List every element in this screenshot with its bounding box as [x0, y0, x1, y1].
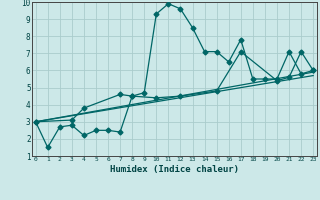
X-axis label: Humidex (Indice chaleur): Humidex (Indice chaleur): [110, 165, 239, 174]
